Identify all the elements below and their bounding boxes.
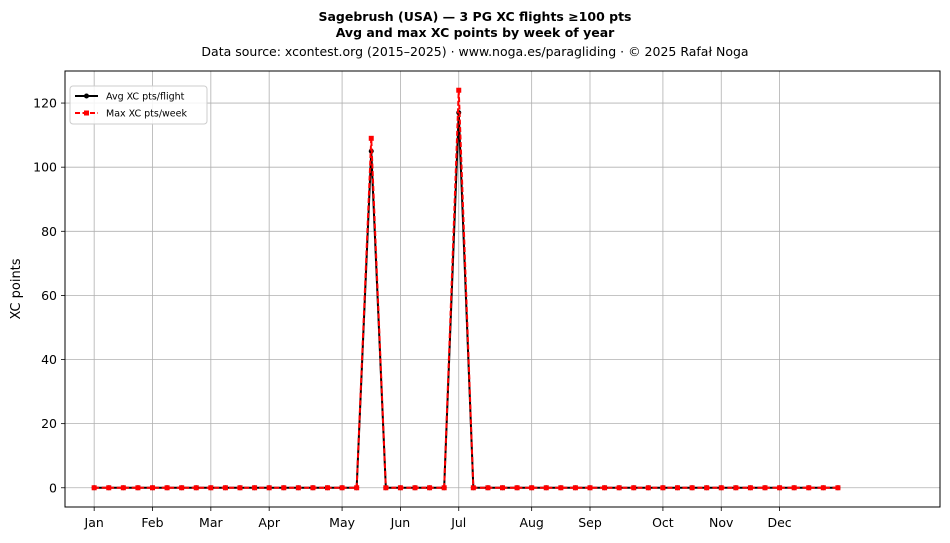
point-max-xc-pts-week xyxy=(208,485,214,491)
y-tick-label: 60 xyxy=(41,288,57,303)
legend-avg-label: Avg XC pts/flight xyxy=(106,92,185,103)
point-max-xc-pts-week xyxy=(193,485,199,491)
point-max-xc-pts-week xyxy=(237,485,243,491)
point-max-xc-pts-week xyxy=(164,485,170,491)
point-max-xc-pts-week xyxy=(645,485,651,491)
point-max-xc-pts-week xyxy=(456,87,462,93)
point-max-xc-pts-week xyxy=(718,485,724,491)
point-max-xc-pts-week xyxy=(354,485,360,491)
point-max-xc-pts-week xyxy=(266,485,272,491)
x-tick-label: Oct xyxy=(652,515,674,530)
point-max-xc-pts-week xyxy=(179,485,185,491)
point-max-xc-pts-week xyxy=(135,485,141,491)
point-max-xc-pts-week xyxy=(791,485,797,491)
point-max-xc-pts-week xyxy=(733,485,739,491)
y-tick-label: 20 xyxy=(41,416,57,431)
point-max-xc-pts-week xyxy=(500,485,505,491)
point-max-xc-pts-week xyxy=(412,485,418,491)
chart-subtitle: Avg and max XC points by week of year xyxy=(336,25,615,40)
legend-max-marker xyxy=(84,110,89,116)
x-tick-label: Aug xyxy=(519,515,543,530)
legend-avg-marker xyxy=(84,93,89,99)
point-max-xc-pts-week xyxy=(339,485,345,491)
point-max-xc-pts-week xyxy=(675,485,680,491)
x-tick-label: Jan xyxy=(84,515,104,530)
point-max-xc-pts-week xyxy=(529,485,535,491)
chart-source-line: Data source: xcontest.org (2015–2025) · … xyxy=(201,44,748,59)
point-max-xc-pts-week xyxy=(252,485,258,491)
point-max-xc-pts-week xyxy=(587,485,593,491)
point-max-xc-pts-week xyxy=(295,485,301,491)
point-max-xc-pts-week xyxy=(806,485,812,491)
point-max-xc-pts-week xyxy=(777,485,783,491)
point-max-xc-pts-week xyxy=(558,485,564,491)
point-max-xc-pts-week xyxy=(543,485,549,491)
point-max-xc-pts-week xyxy=(427,485,433,491)
legend-box xyxy=(69,85,208,125)
point-max-xc-pts-week xyxy=(310,485,316,491)
point-max-xc-pts-week xyxy=(106,485,112,491)
point-max-xc-pts-week xyxy=(602,485,608,491)
series-line-max-xc-pts-week xyxy=(94,89,838,489)
point-max-xc-pts-week xyxy=(281,485,287,491)
grid-lines xyxy=(65,71,940,507)
point-max-xc-pts-week xyxy=(150,485,155,491)
point-max-xc-pts-week xyxy=(120,485,126,491)
point-max-xc-pts-week xyxy=(704,485,710,491)
chart-title: Sagebrush (USA) — 3 PG XC flights ≥100 p… xyxy=(318,9,631,24)
plot-frame xyxy=(64,70,941,508)
x-tick-label: Nov xyxy=(709,515,734,530)
y-tick-label: 80 xyxy=(41,224,57,239)
point-max-xc-pts-week xyxy=(441,485,447,491)
x-tick-label: Jun xyxy=(390,515,411,530)
y-tick-label: 40 xyxy=(41,352,57,367)
point-max-xc-pts-week xyxy=(572,485,578,491)
point-max-xc-pts-week xyxy=(631,485,637,491)
x-tick-label: Jul xyxy=(450,515,466,530)
point-max-xc-pts-week xyxy=(397,485,403,491)
point-max-xc-pts-week xyxy=(616,485,622,491)
legend: Avg XC pts/flight Max XC pts/week xyxy=(69,85,208,125)
point-max-xc-pts-week xyxy=(485,485,491,491)
axis-layer: Jan Feb Mar Apr May Jun Jul Aug Sep Oct Nov Dec 0 20 4… xyxy=(33,96,792,530)
x-tick-label: Sep xyxy=(578,515,602,530)
series-layer xyxy=(91,87,841,491)
y-axis-label: XC points xyxy=(9,258,24,319)
point-max-xc-pts-week xyxy=(762,485,768,491)
point-max-xc-pts-week xyxy=(91,485,97,491)
point-max-xc-pts-week xyxy=(835,485,841,491)
point-max-xc-pts-week xyxy=(368,135,374,141)
legend-max-label: Max XC pts/week xyxy=(106,109,187,120)
y-tick-label: 0 xyxy=(49,480,57,495)
point-max-xc-pts-week xyxy=(689,485,695,491)
x-tick-label: Feb xyxy=(141,515,163,530)
point-max-xc-pts-week xyxy=(514,485,520,491)
point-max-xc-pts-week xyxy=(470,485,476,491)
point-max-xc-pts-week xyxy=(660,485,666,491)
x-tick-label: Apr xyxy=(258,515,280,530)
point-max-xc-pts-week xyxy=(325,485,330,491)
point-max-xc-pts-week xyxy=(383,485,389,491)
x-tick-label: Mar xyxy=(199,515,223,530)
point-max-xc-pts-week xyxy=(747,485,753,491)
point-max-xc-pts-week xyxy=(820,485,826,491)
y-tick-label: 120 xyxy=(33,96,57,111)
point-max-xc-pts-week xyxy=(222,485,228,491)
x-tick-label: Dec xyxy=(767,515,791,530)
x-tick-label: May xyxy=(329,515,355,530)
y-tick-label: 100 xyxy=(33,160,57,175)
